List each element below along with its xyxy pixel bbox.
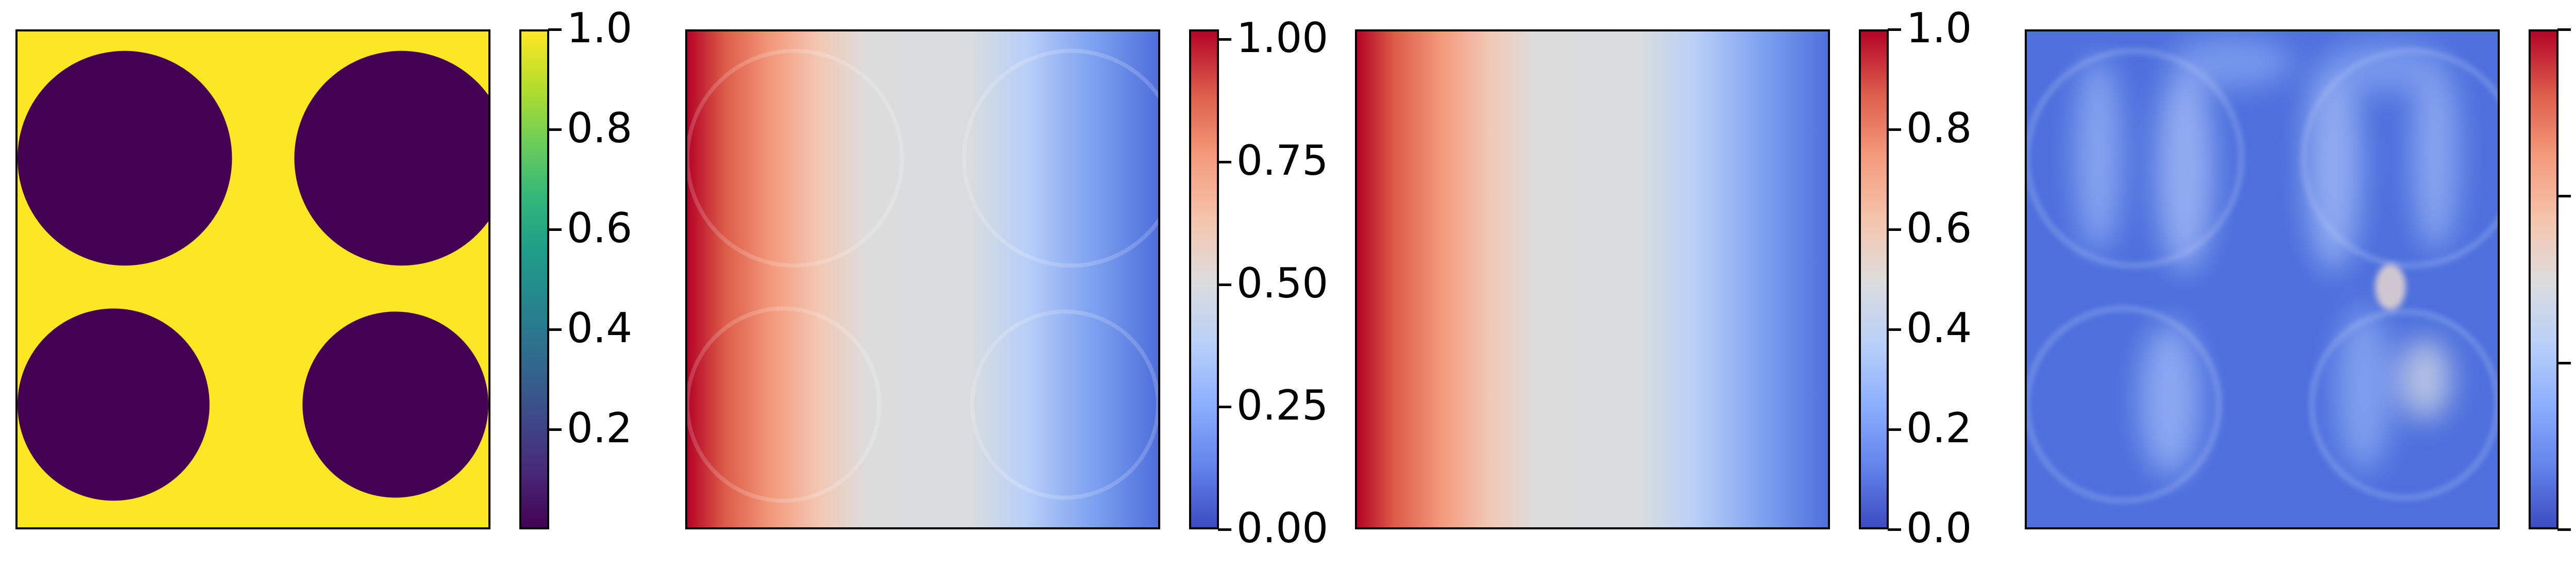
- colorbar-4-tick: [2557, 528, 2571, 531]
- heatmap-panel-3: [1355, 29, 1830, 529]
- error-ring-bottom-right: [2310, 310, 2498, 499]
- error-band: [2157, 67, 2213, 272]
- colorbar-2-tick-label: 0.75: [1236, 136, 1329, 185]
- colorbar-1-tick-label: 1.0: [567, 4, 633, 52]
- colorbar-3-tick: [1888, 428, 1901, 431]
- colorbar-3-tick-label: 0.6: [1906, 204, 1972, 252]
- inclusion-circle-bottom-left: [18, 308, 210, 501]
- colorbar-1-tick: [548, 428, 562, 431]
- heatmap-panel-4: [2025, 29, 2500, 529]
- error-ring-bottom-left: [2027, 307, 2221, 502]
- colorbar-3-tick-label: 0.2: [1906, 404, 1972, 452]
- error-band: [2323, 41, 2446, 93]
- colorbar-3: [1859, 29, 1889, 529]
- error-ring-top-right: [2302, 49, 2498, 267]
- faint-circle-top-left: [687, 48, 904, 268]
- colorbar-2-tick-label: 0.00: [1236, 504, 1329, 552]
- colorbar-3-tick-label: 0.8: [1906, 104, 1972, 152]
- field-fill: [1357, 31, 1828, 527]
- colorbar-4: [2529, 29, 2558, 529]
- colorbar-2: [1189, 29, 1219, 529]
- error-band: [2305, 57, 2362, 272]
- error-band: [2139, 323, 2201, 476]
- colorbar-1-tick: [548, 328, 562, 331]
- colorbar-1-tick-label: 0.8: [567, 104, 633, 152]
- error-band: [2412, 57, 2459, 252]
- colorbar-1-tick-label: 0.6: [567, 204, 633, 252]
- colorbar-2-tick-label: 0.25: [1236, 381, 1329, 430]
- field-fill: [687, 31, 1158, 527]
- colorbar-2-tick-label: 1.00: [1236, 14, 1329, 62]
- error-hotspot: [2399, 338, 2451, 420]
- colorbar-3-tick: [1888, 328, 1901, 331]
- colorbar-3-tick: [1888, 528, 1901, 531]
- colorbar-1-tick: [548, 28, 562, 31]
- error-band: [2170, 36, 2293, 88]
- colorbar-1-tick-label: 0.4: [567, 304, 633, 352]
- colorbar-2-tick: [1218, 528, 1231, 531]
- inclusion-circle-top-left: [18, 51, 232, 266]
- colorbar-1-tick: [548, 228, 562, 231]
- colorbar-3-tick-label: 0.0: [1906, 504, 1972, 552]
- colorbar-3-tick: [1888, 228, 1901, 231]
- inclusion-circle-bottom-right: [302, 311, 488, 498]
- colorbar-2-tick-label: 0.50: [1236, 259, 1329, 307]
- colorbar-3-tick: [1888, 28, 1901, 31]
- faint-circle-top-right: [962, 48, 1158, 268]
- faint-circle-bottom-right: [970, 309, 1158, 500]
- heatmap-panel-1: [15, 29, 490, 529]
- colorbar-4-tick: [2557, 361, 2571, 364]
- error-band: [2335, 307, 2392, 471]
- colorbar-3-tick-label: 0.4: [1906, 304, 1972, 352]
- colorbar-3-tick: [1888, 128, 1901, 131]
- colorbar-2-tick: [1218, 160, 1231, 163]
- heatmap-panel-2: [685, 29, 1160, 529]
- error-ring-top-left: [2027, 49, 2243, 267]
- colorbar-4-tick: [2557, 195, 2571, 198]
- colorbar-1-tick: [548, 128, 562, 131]
- colorbar-2-tick: [1218, 283, 1231, 286]
- colorbar-1: [519, 29, 549, 529]
- faint-circle-bottom-left: [687, 306, 882, 503]
- error-hotspot: [2375, 264, 2406, 310]
- colorbar-2-tick: [1218, 406, 1231, 409]
- colorbar-4-tick: [2557, 28, 2571, 31]
- colorbar-3-tick-label: 1.0: [1906, 4, 1972, 52]
- colorbar-1-tick-label: 0.2: [567, 404, 633, 452]
- inclusion-circle-top-right: [294, 51, 488, 266]
- error-band: [2075, 57, 2122, 252]
- colorbar-2-tick: [1218, 38, 1231, 41]
